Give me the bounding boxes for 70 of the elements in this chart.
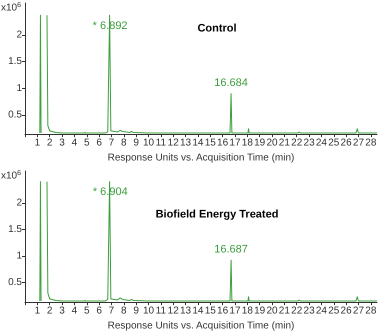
x-tick-label: 21 <box>278 306 290 317</box>
x-tick-label: 1 <box>34 138 41 149</box>
x-tick-label: 26 <box>340 138 352 149</box>
x-tick-label: 20 <box>266 138 278 149</box>
x-tick-label: 19 <box>254 306 266 317</box>
x-tick-label: 15 <box>204 138 216 149</box>
x-tick-label: 12 <box>168 306 180 317</box>
x-tick-label: 10 <box>142 306 155 317</box>
x-axis-title: Response Units vs. Acquisition Time (min) <box>108 320 294 332</box>
x-tick-label: 15 <box>204 306 216 317</box>
x-tick-label: 6 <box>96 306 102 317</box>
x-tick-label: 11 <box>156 306 166 317</box>
x-tick-label: 19 <box>254 138 266 149</box>
x-tick-label: 13 <box>180 138 192 149</box>
x-tick-label: 20 <box>266 306 278 317</box>
x-tick-label: 7 <box>108 138 115 149</box>
y-tick-label: 1 <box>16 82 22 94</box>
y-tick-label: 0.5 <box>8 276 22 288</box>
x-tick-label: 4 <box>72 306 78 317</box>
x-tick-label: 9 <box>133 138 140 149</box>
x-tick-label: 27 <box>352 138 364 149</box>
x-tick-label: 23 <box>304 306 316 317</box>
x-tick-label: 16 <box>217 138 229 149</box>
x-tick-label: 27 <box>352 306 364 317</box>
x-tick-label: 3 <box>59 138 66 149</box>
x-tick-label: 21 <box>278 138 290 149</box>
x-tick-label: 26 <box>340 306 352 317</box>
x-tick-label: 24 <box>316 306 328 317</box>
x-tick-label: 24 <box>316 138 328 149</box>
annotation: 16.687 <box>214 244 248 256</box>
x-tick-label: 2 <box>46 138 53 149</box>
x-tick-label: 14 <box>192 138 204 149</box>
x-tick-label: 17 <box>229 138 241 149</box>
x-tick-label: 18 <box>242 306 254 317</box>
x-tick-label: 2 <box>46 306 53 317</box>
y-tick-label: 1 <box>16 250 22 262</box>
x-tick-label: 28 <box>365 306 377 317</box>
x-tick-label: 28 <box>365 138 377 149</box>
x-tick-label: 14 <box>192 306 204 317</box>
x-axis-title: Response Units vs. Acquisition Time (min) <box>108 152 294 164</box>
annotation: 16.684 <box>214 77 248 90</box>
text: Biofield Energy Treated <box>156 208 278 220</box>
x-tick-label: 12 <box>168 138 180 149</box>
x-tick-label: 9 <box>133 306 140 317</box>
y-tick-label: 0.5 <box>8 109 22 120</box>
y-tick-label: 2 <box>16 29 22 40</box>
y-tick-label: 2 <box>16 197 22 208</box>
x-tick-label: 16 <box>217 306 229 317</box>
x-tick-label: 1 <box>34 306 41 317</box>
x-tick-label: 3 <box>59 306 66 317</box>
x-tick-label: 7 <box>108 306 115 317</box>
x-tick-label: 5 <box>84 306 90 317</box>
x-tick-label: 23 <box>304 138 316 149</box>
x-tick-label: 11 <box>156 138 166 149</box>
x-tick-label: 6 <box>96 138 102 149</box>
x-tick-label: 4 <box>72 138 78 149</box>
x-tick-label: 22 <box>291 138 303 149</box>
y-tick-label: 1.5 <box>8 224 22 235</box>
x-tick-label: 8 <box>121 306 128 317</box>
text: Control <box>197 22 237 34</box>
x-tick-label: 22 <box>291 306 303 317</box>
x-tick-label: 17 <box>229 306 241 317</box>
x-tick-label: 18 <box>242 138 254 149</box>
x-tick-label: 25 <box>328 306 340 317</box>
y-tick-label: 1.5 <box>8 56 22 68</box>
x-tick-label: 10 <box>142 138 155 149</box>
x-tick-label: 13 <box>180 306 192 317</box>
x-tick-label: 5 <box>84 138 90 149</box>
x-tick-label: 8 <box>121 138 128 149</box>
x-tick-label: 25 <box>328 138 340 149</box>
